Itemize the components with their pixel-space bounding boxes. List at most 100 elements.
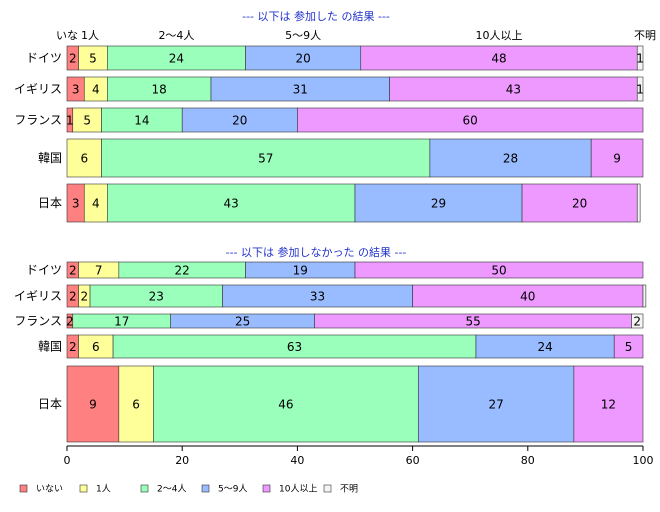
data-label: 17 <box>114 315 129 329</box>
x-tick-label: 60 <box>406 454 420 467</box>
bar-segment <box>429 138 592 178</box>
data-label: 50 <box>491 264 506 278</box>
data-label: 48 <box>491 52 506 66</box>
data-label: 20 <box>572 197 587 211</box>
data-label: 43 <box>506 83 521 97</box>
x-tick-label: 0 <box>64 454 71 467</box>
bar-segment <box>636 76 644 102</box>
row-label: 韓国 <box>38 340 62 354</box>
data-label: 33 <box>310 290 325 304</box>
data-label: 3 <box>72 197 80 211</box>
data-label: 9 <box>613 152 621 166</box>
legend-label: 5～9人 <box>218 484 247 495</box>
data-label: 2 <box>69 340 77 354</box>
group-title-1: --- 以下は 参加しなかった の結果 --- <box>226 245 407 259</box>
data-label: 31 <box>293 83 308 97</box>
category-header: いな <box>56 29 78 42</box>
data-label: 2 <box>69 290 77 304</box>
data-label: 43 <box>224 197 239 211</box>
bar-segment <box>66 365 120 443</box>
data-label: 29 <box>431 197 446 211</box>
row-label: イギリス <box>14 82 62 96</box>
x-tick-label: 20 <box>175 454 189 467</box>
data-label: 1 <box>66 114 74 128</box>
data-label: 63 <box>287 340 302 354</box>
bar-segment <box>636 183 641 223</box>
data-label: 24 <box>537 340 552 354</box>
row-label: フランス <box>14 113 62 127</box>
data-label: 55 <box>465 315 480 329</box>
category-header: 1人 <box>81 29 99 42</box>
data-label: 40 <box>520 290 535 304</box>
row-label: ドイツ <box>26 51 62 65</box>
bar-segment <box>101 107 183 133</box>
data-label: 20 <box>232 114 247 128</box>
x-tick-label: 40 <box>290 454 304 467</box>
data-label: 5 <box>89 52 97 66</box>
legend-label: いない <box>36 484 63 495</box>
row-label: 日本 <box>38 397 62 411</box>
data-label: 4 <box>92 83 100 97</box>
data-label: 60 <box>463 114 478 128</box>
row-label: フランス <box>14 314 62 328</box>
bar-segment <box>418 365 575 443</box>
data-label: 20 <box>296 52 311 66</box>
data-label: 2 <box>69 52 77 66</box>
bar-segment <box>181 107 298 133</box>
data-label: 6 <box>80 152 88 166</box>
legend-label: 10人以上 <box>279 484 317 495</box>
data-label: 57 <box>258 152 273 166</box>
data-label: 5 <box>83 114 91 128</box>
data-label: 5 <box>625 340 633 354</box>
bar-segment <box>354 261 644 279</box>
data-label: 46 <box>278 398 293 412</box>
data-label: 1 <box>636 83 644 97</box>
bar-segment <box>354 183 523 223</box>
category-header: 不明 <box>634 29 656 42</box>
legend-swatch <box>140 484 149 493</box>
legend-label: 2～4人 <box>157 484 186 495</box>
legend-swatch <box>79 484 88 493</box>
x-tick-label: 100 <box>633 454 654 467</box>
legend-label: 不明 <box>340 484 358 495</box>
data-label: 28 <box>503 152 518 166</box>
data-label: 2 <box>80 290 88 304</box>
legend-label: 1人 <box>96 484 111 495</box>
bar-segment <box>118 365 154 443</box>
data-label: 2 <box>633 315 641 329</box>
legend-swatch <box>19 484 28 493</box>
data-label: 27 <box>488 398 503 412</box>
bar-segment <box>521 183 638 223</box>
bar-segment <box>590 138 644 178</box>
data-label: 4 <box>92 197 100 211</box>
group-title-0: --- 以下は 参加した の結果 --- <box>242 9 390 23</box>
bar-segment <box>613 334 644 359</box>
data-label: 7 <box>95 264 103 278</box>
data-label: 3 <box>72 83 80 97</box>
data-label: 14 <box>134 114 149 128</box>
data-label: 19 <box>293 264 308 278</box>
data-label: 9 <box>89 398 97 412</box>
row-label: ドイツ <box>26 263 62 277</box>
data-label: 1 <box>636 52 644 66</box>
row-label: 日本 <box>38 196 62 210</box>
row-label: 韓国 <box>38 151 62 165</box>
category-header: 2～4人 <box>158 29 194 42</box>
category-header: 10人以上 <box>476 29 523 42</box>
bar-segment <box>636 45 644 71</box>
legend-swatch <box>323 484 332 493</box>
data-label: 18 <box>152 83 167 97</box>
bar-segment <box>631 313 644 329</box>
category-header: 5～9人 <box>285 29 321 42</box>
legend-swatch <box>201 484 210 493</box>
data-label: 6 <box>92 340 100 354</box>
data-label: 24 <box>169 52 184 66</box>
data-label: 2 <box>66 315 74 329</box>
bar-segment <box>297 107 644 133</box>
data-label: 22 <box>175 264 190 278</box>
legend-swatch <box>262 484 271 493</box>
data-label: 12 <box>601 398 616 412</box>
data-label: 6 <box>132 398 140 412</box>
bar-segment <box>642 284 647 308</box>
